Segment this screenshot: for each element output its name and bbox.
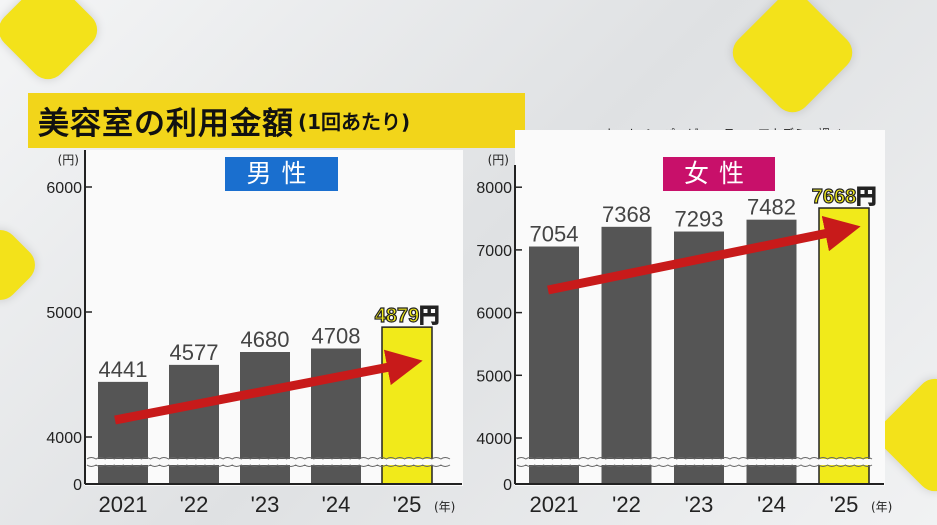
value-label: 4708 xyxy=(312,324,361,349)
x-tick-label: '24 xyxy=(757,492,786,517)
x-tick-label: 2021 xyxy=(99,492,148,517)
y-tick-label: 7000 xyxy=(476,243,512,260)
y-tick-label: 6000 xyxy=(476,306,512,323)
y-tick-label: 8000 xyxy=(476,180,512,197)
value-label: 7293 xyxy=(675,207,724,232)
title-banner: 美容室の利用金額 (1回あたり) xyxy=(28,93,525,148)
value-label: 7482 xyxy=(747,195,796,220)
male-chart-title: 男性 xyxy=(225,157,338,191)
title-main: 美容室の利用金額 xyxy=(38,106,294,142)
female-chart-title: 女性 xyxy=(663,157,775,191)
value-label: 7368 xyxy=(602,202,651,227)
axis-break-line xyxy=(86,457,451,460)
axis-break xyxy=(87,459,450,465)
x-axis-unit: (年) xyxy=(871,500,892,514)
x-tick-label: '23 xyxy=(251,492,280,517)
y-tick-label: 0 xyxy=(503,477,512,494)
highlight-value-label: 4879円 xyxy=(375,305,440,327)
bar-23 xyxy=(674,231,724,484)
x-tick-label: '24 xyxy=(322,492,351,517)
y-tick-label: 5000 xyxy=(476,368,512,385)
value-label: 4577 xyxy=(170,340,219,365)
x-tick-label: '25 xyxy=(830,492,859,517)
bar-25 xyxy=(818,207,870,485)
y-tick-label: 0 xyxy=(73,477,82,494)
y-axis-unit: (円) xyxy=(488,153,509,167)
axis-break-line xyxy=(516,457,873,460)
bar-2021 xyxy=(98,381,148,484)
y-tick-label: 4000 xyxy=(46,430,82,447)
x-tick-label: '22 xyxy=(180,492,209,517)
y-tick-label: 6000 xyxy=(46,180,82,197)
value-label: 7054 xyxy=(530,222,579,247)
y-axis-unit: (円) xyxy=(58,153,79,167)
x-tick-label: '22 xyxy=(612,492,641,517)
x-axis-unit: (年) xyxy=(434,500,455,514)
axis-break xyxy=(517,459,872,465)
axis-break-line xyxy=(86,464,451,467)
value-label: 4441 xyxy=(99,357,148,382)
x-tick-label: 2021 xyxy=(530,492,579,517)
y-tick-label: 4000 xyxy=(476,431,512,448)
bar-22 xyxy=(601,226,652,484)
x-tick-label: '25 xyxy=(393,492,422,517)
x-tick-label: '23 xyxy=(685,492,714,517)
axis-break-line xyxy=(516,464,873,467)
trend-arrow xyxy=(547,215,861,295)
title-sub: (1回あたり) xyxy=(298,110,411,134)
y-tick-label: 5000 xyxy=(46,305,82,322)
trend-arrow xyxy=(114,349,423,425)
bar-24 xyxy=(746,219,797,485)
highlight-value-label: 7668円 xyxy=(812,186,877,208)
value-label: 4680 xyxy=(241,327,290,352)
